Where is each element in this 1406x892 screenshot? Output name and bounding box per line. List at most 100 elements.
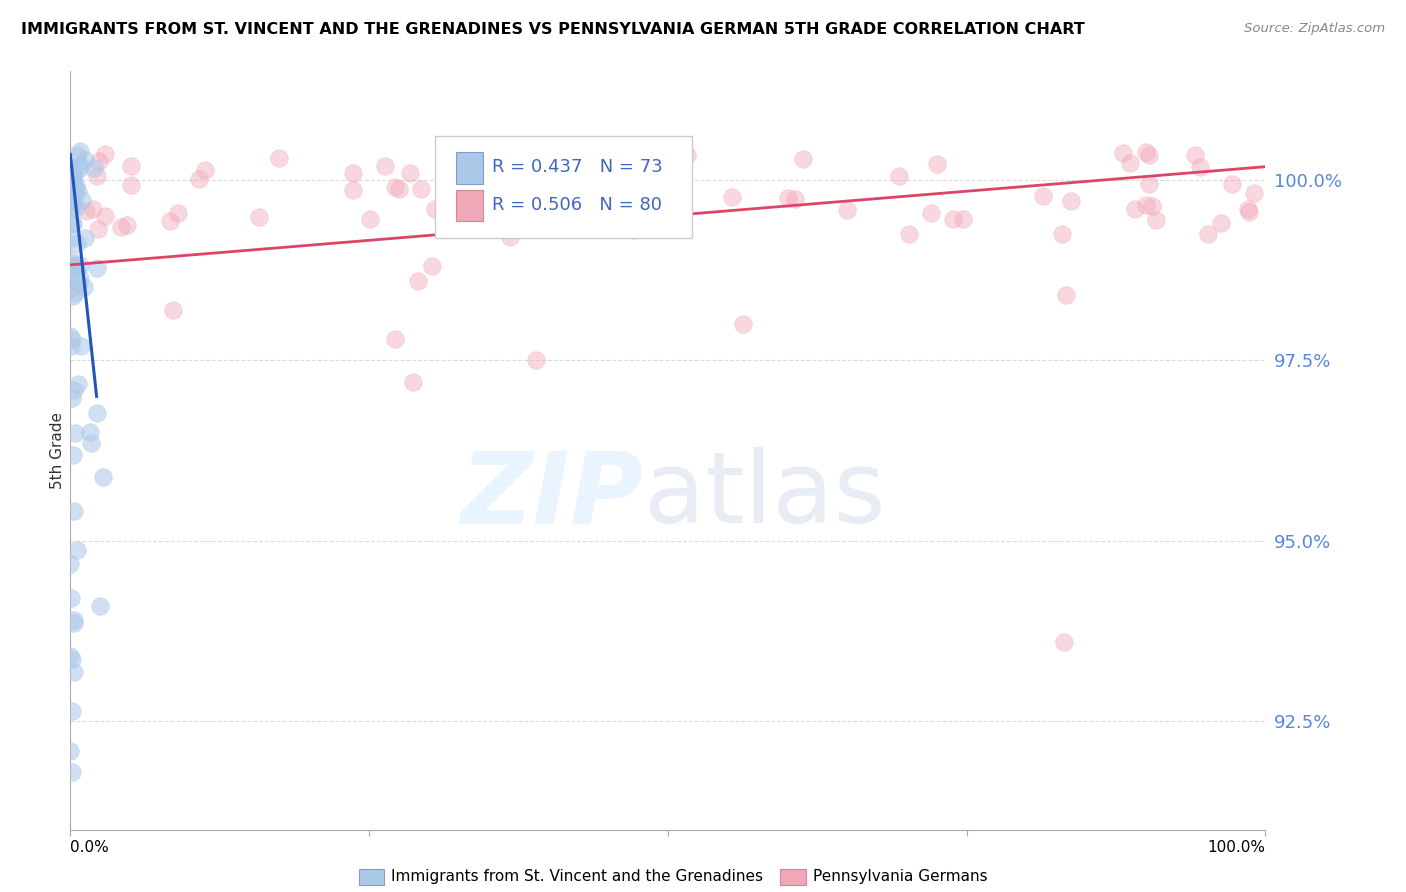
Point (62, 275, 84, 289)
Point (612, 161, 634, 175)
Point (342, 183, 364, 197)
Point (87, 222, 110, 236)
Point (75, 153, 97, 167)
Point (1123, 202, 1146, 217)
Text: atlas: atlas (644, 448, 886, 544)
Point (342, 166, 364, 180)
Point (79, 425, 101, 439)
Point (59, 161, 82, 176)
Point (60, 332, 83, 346)
Point (69, 144, 91, 158)
Point (62, 217, 84, 231)
Point (1243, 186, 1265, 201)
Point (1220, 177, 1243, 191)
Point (120, 178, 142, 193)
Point (63, 260, 86, 275)
Point (925, 157, 948, 171)
Point (63, 665, 86, 679)
Point (87, 153, 110, 168)
Point (548, 189, 571, 203)
Point (1053, 635, 1076, 649)
Point (60, 216, 83, 230)
Point (402, 375, 425, 389)
Point (1052, 227, 1074, 242)
Point (162, 302, 184, 317)
Point (1237, 202, 1260, 216)
Point (75, 231, 97, 245)
Point (1237, 204, 1260, 219)
Point (655, 201, 678, 215)
Point (942, 211, 965, 226)
Point (1142, 199, 1164, 213)
Point (62, 169, 84, 184)
Text: Pennsylvania Germans: Pennsylvania Germans (813, 870, 987, 884)
Point (835, 203, 858, 218)
Point (62, 616, 84, 631)
Point (86, 169, 108, 183)
Point (1135, 198, 1157, 212)
Text: Immigrants from St. Vincent and the Grenadines: Immigrants from St. Vincent and the Gren… (391, 870, 763, 884)
Point (384, 332, 406, 346)
Text: R = 0.506   N = 80: R = 0.506 N = 80 (492, 196, 662, 214)
Point (60, 257, 83, 271)
Point (69, 157, 91, 171)
Point (117, 218, 139, 232)
Point (60, 704, 83, 718)
Point (66, 376, 89, 391)
Point (94, 147, 117, 161)
Point (1144, 212, 1167, 227)
Point (1135, 145, 1157, 159)
Point (731, 317, 754, 331)
Point (59, 329, 82, 343)
Text: 100.0%: 100.0% (1208, 840, 1265, 855)
Point (1188, 160, 1211, 174)
Point (65, 235, 87, 250)
Point (63, 259, 86, 273)
Point (384, 180, 406, 194)
Point (59, 648, 82, 663)
Point (62, 199, 84, 213)
Point (63, 613, 86, 627)
Point (785, 192, 807, 206)
Point (623, 223, 645, 237)
Point (399, 166, 422, 180)
Point (63, 192, 86, 206)
Point (581, 207, 603, 221)
Text: R = 0.437   N = 73: R = 0.437 N = 73 (492, 158, 662, 176)
Point (1211, 216, 1233, 230)
Point (89, 599, 111, 613)
Point (60, 652, 83, 666)
Point (62, 289, 84, 303)
Point (69, 258, 91, 272)
Point (60, 167, 83, 181)
Point (63, 425, 86, 440)
Point (60, 339, 83, 353)
Point (59, 193, 82, 207)
Point (73, 280, 96, 294)
Point (62, 167, 84, 181)
Point (411, 182, 433, 196)
Point (63, 169, 86, 184)
Point (94, 209, 117, 223)
Point (59, 743, 82, 757)
Point (60, 764, 83, 779)
Point (72, 193, 94, 207)
Point (249, 211, 271, 225)
Point (167, 206, 190, 220)
Point (374, 159, 396, 173)
Point (59, 179, 82, 194)
Point (82, 202, 104, 216)
Point (75, 204, 97, 219)
Point (59, 193, 82, 207)
Point (887, 169, 910, 183)
Point (69, 271, 91, 285)
Point (897, 227, 920, 241)
Point (420, 260, 443, 274)
Point (920, 206, 942, 220)
Point (524, 353, 547, 368)
Point (66, 543, 89, 558)
Point (59, 252, 82, 267)
Point (59, 194, 82, 209)
Point (1197, 227, 1219, 241)
Point (952, 212, 974, 227)
